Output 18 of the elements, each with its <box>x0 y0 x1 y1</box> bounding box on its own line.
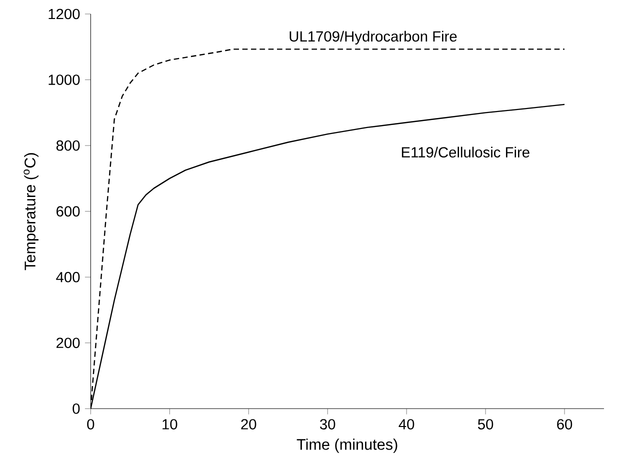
series-label: E119/Cellulosic Fire <box>402 146 530 158</box>
x-tick-label: 30 <box>320 419 336 430</box>
y-tick-label: 1000 <box>48 74 80 85</box>
x-tick-label: 60 <box>557 419 572 430</box>
x-tick-label: 40 <box>398 419 414 430</box>
x-tick-label: 20 <box>241 419 256 430</box>
y-tick-label: 400 <box>56 272 80 282</box>
y-tick-label: 600 <box>56 206 80 217</box>
y-tick-label: 0 <box>72 403 80 414</box>
y-tick-label: 1200 <box>48 8 80 20</box>
x-axis-title: Time (minutes) <box>296 438 398 453</box>
series-label: UL1709/Hydrocarbon Fire <box>290 30 457 44</box>
x-tick-label: 10 <box>162 419 178 430</box>
x-tick-label: 0 <box>87 419 94 430</box>
x-tick-label: 50 <box>478 419 494 430</box>
y-tick-label: 800 <box>56 140 80 151</box>
y-tick-label: 200 <box>56 338 80 348</box>
y-axis-title: Temperature ($^{o}$C) <box>24 153 38 270</box>
